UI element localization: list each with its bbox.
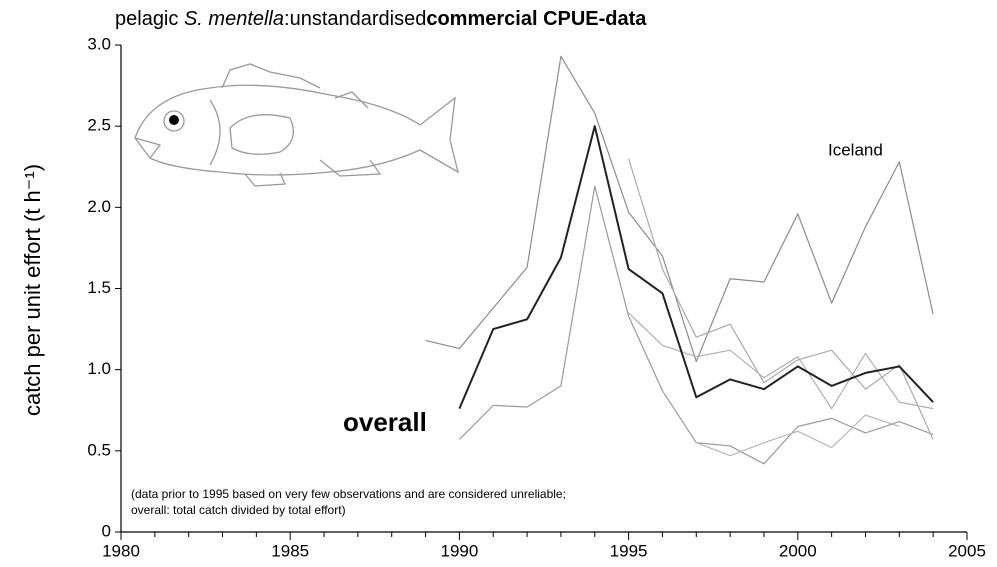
series-line — [628, 312, 934, 410]
x-tick-label: 2005 — [948, 541, 986, 560]
series-label: overall — [343, 407, 427, 437]
fish-eye — [169, 115, 179, 125]
x-tick-label: 1980 — [102, 541, 140, 560]
series-line — [458, 125, 934, 410]
series-line — [425, 55, 934, 363]
chart-title: pelagic S. mentella:unstandardisedcommer… — [115, 8, 647, 30]
y-tick-label: 1.0 — [87, 359, 111, 378]
title-part: commercial CPUE-data — [426, 8, 647, 30]
y-tick-label: 1.5 — [87, 278, 111, 297]
x-tick-label: 1985 — [271, 541, 309, 560]
x-tick-label: 1995 — [610, 541, 648, 560]
y-tick-label: 3.0 — [87, 34, 111, 53]
x-tick-label: 2000 — [779, 541, 817, 560]
series-label: Iceland — [828, 140, 883, 159]
series-line — [458, 185, 934, 465]
title-part: pelagic — [115, 8, 178, 30]
series-line — [628, 158, 934, 440]
y-tick-label: 0.5 — [87, 440, 111, 459]
y-tick-label: 0 — [102, 521, 111, 540]
title-part: S. mentella — [184, 8, 284, 30]
x-tick-label: 1990 — [440, 541, 478, 560]
series-line — [696, 414, 900, 457]
y-tick-label: 2.5 — [87, 116, 111, 135]
title-part: :unstandardised — [284, 8, 426, 30]
y-axis-label: catch per unit effort (t h⁻¹) — [20, 164, 45, 416]
annotation: overall: total catch divided by total ef… — [131, 503, 346, 517]
y-tick-label: 2.0 — [87, 197, 111, 216]
annotation: (data prior to 1995 based on very few ob… — [131, 487, 566, 501]
fish-drawing — [134, 63, 460, 187]
